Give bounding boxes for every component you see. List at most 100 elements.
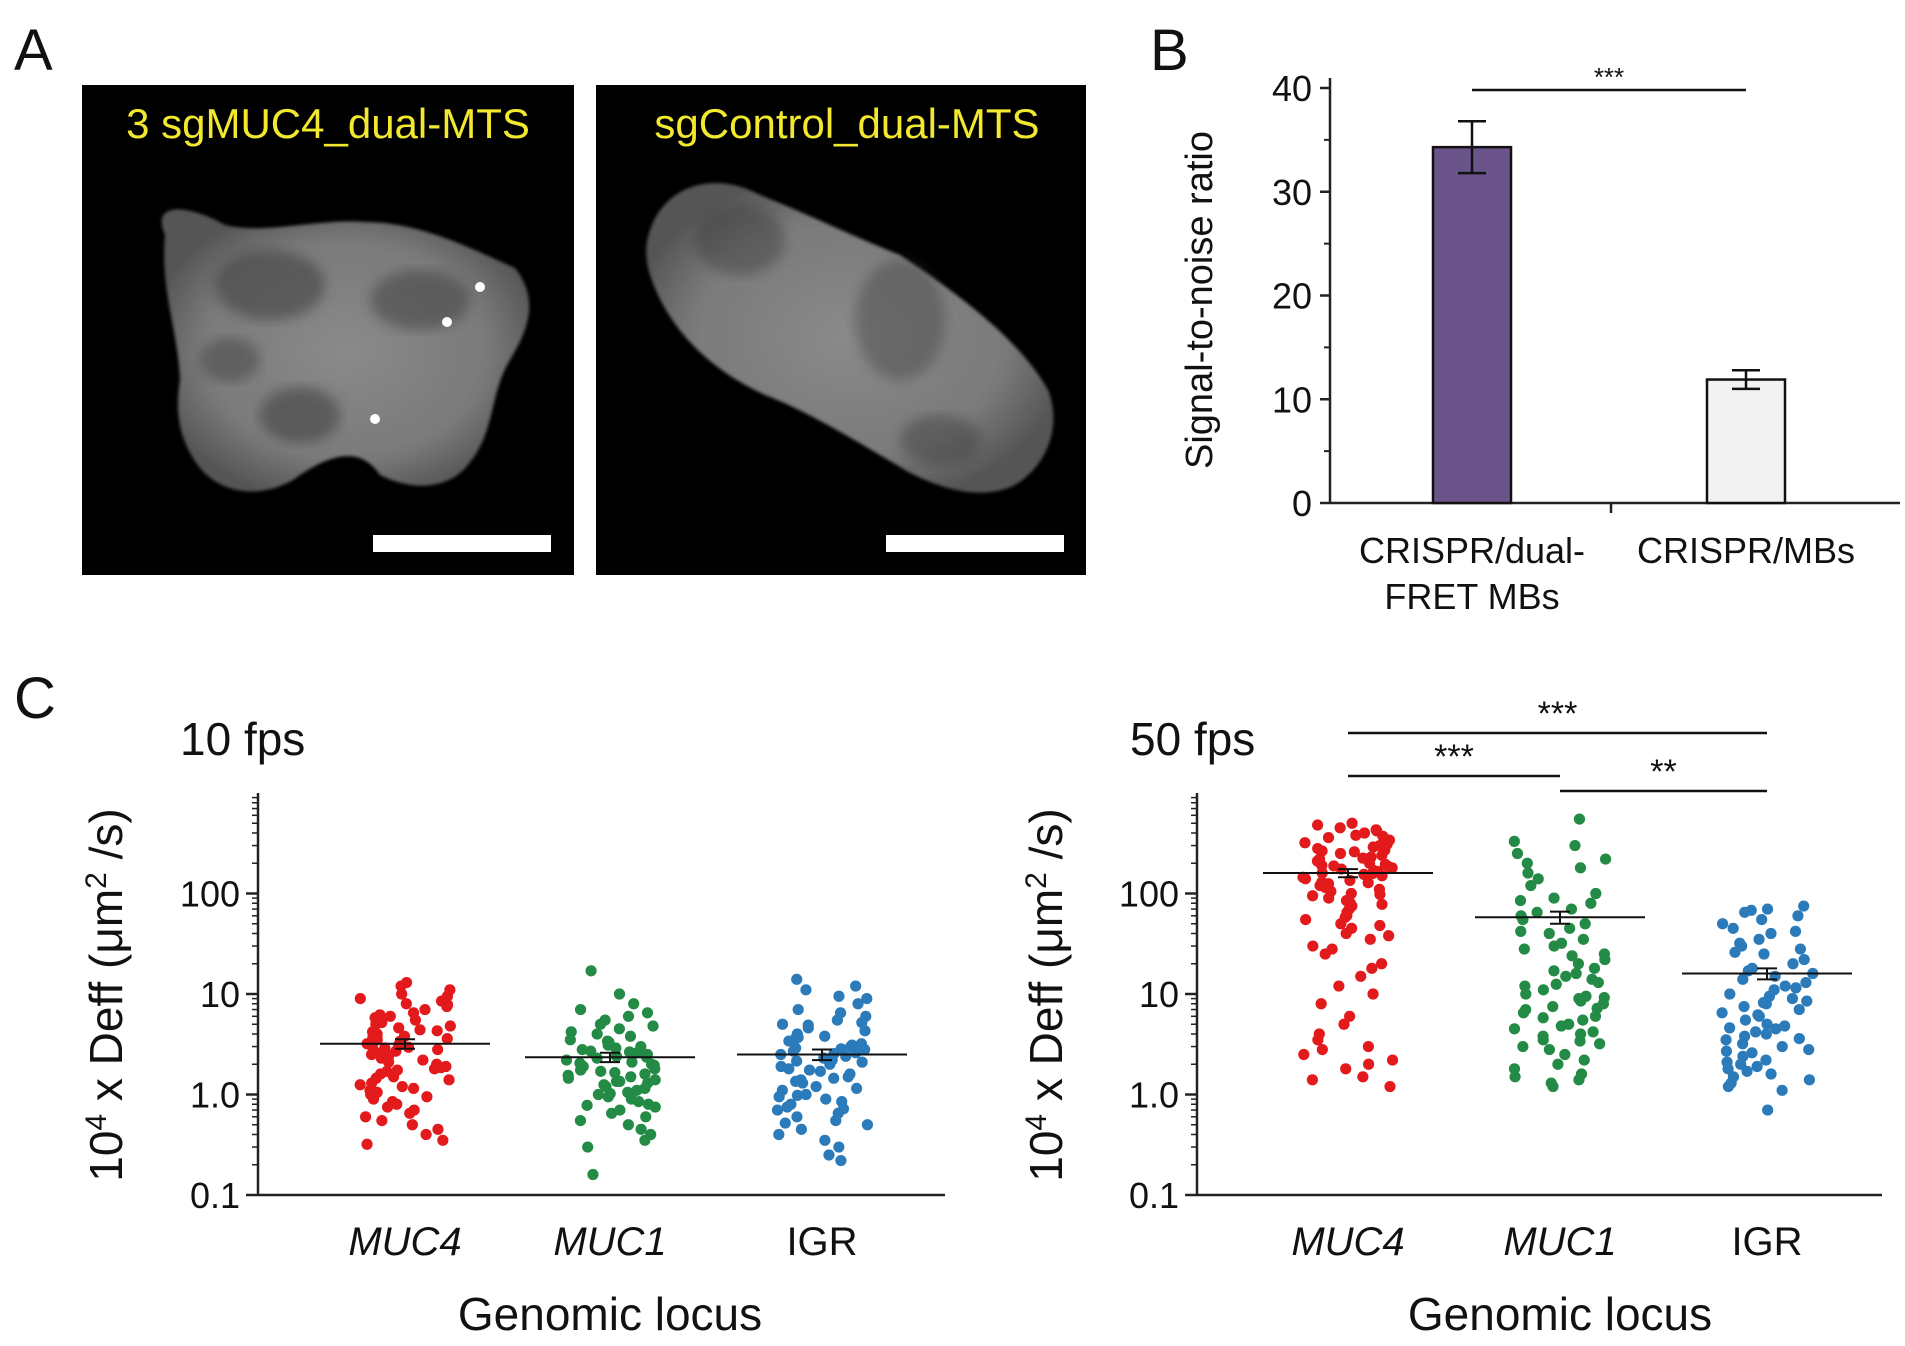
data-point [647, 1020, 659, 1032]
data-point [367, 1031, 379, 1043]
data-point [1312, 819, 1324, 831]
data-point [396, 988, 408, 1000]
data-point [443, 1074, 455, 1086]
data-point [354, 1079, 366, 1091]
data-point [1745, 904, 1757, 916]
x-tick-label: CRISPR/MBs [1637, 530, 1855, 571]
data-point [1594, 1038, 1606, 1050]
dark-region [260, 387, 340, 443]
data-point [1548, 965, 1560, 977]
x-axis-label: Genomic locus [458, 1288, 762, 1340]
data-point [359, 1111, 372, 1123]
data-point [1376, 870, 1388, 882]
data-point [1786, 992, 1799, 1005]
data-point [1346, 817, 1358, 829]
data-point [1746, 1047, 1758, 1059]
data-point [834, 1007, 847, 1019]
data-point [1358, 868, 1370, 880]
data-point [1338, 1018, 1350, 1030]
data-point [633, 1095, 645, 1108]
data-point [624, 1030, 637, 1042]
data-point [1326, 943, 1338, 955]
data-point [400, 998, 412, 1010]
data-point [1720, 1034, 1732, 1046]
data-point [795, 1123, 808, 1135]
x-tick-label: IGR [1731, 1220, 1802, 1264]
data-point [1386, 862, 1398, 874]
data-point [1328, 860, 1340, 872]
data-point [1299, 837, 1311, 849]
data-point [1752, 1009, 1764, 1021]
data-point [1362, 1040, 1374, 1053]
data-point [790, 1075, 802, 1088]
data-point [383, 1049, 395, 1061]
data-point [1761, 903, 1774, 915]
y-tick-label: 0.1 [1129, 1175, 1179, 1216]
bar-chart-snr: 0 10 20 30 40 Signal-to-noise ratio CRISPR/dua… [1179, 62, 1900, 617]
data-point [1577, 933, 1589, 945]
data-point [560, 1054, 573, 1066]
data-point [641, 1007, 654, 1019]
data-point [432, 1043, 444, 1056]
data-point [574, 1114, 587, 1127]
dark-region [695, 205, 785, 275]
data-point [800, 1088, 812, 1101]
data-point [1552, 1058, 1564, 1070]
data-point [361, 1138, 373, 1150]
x-axis-label: Genomic locus [1408, 1288, 1712, 1340]
y-axis-label: 104 x Deff (μm2 /s) [1020, 808, 1072, 1181]
data-point [814, 1065, 826, 1077]
micrograph-muc4-label: 3 sgMUC4_dual-MTS [126, 100, 530, 147]
data-point [582, 1141, 594, 1153]
data-point [1306, 1074, 1319, 1086]
data-point [1776, 1084, 1788, 1096]
data-point [835, 1043, 847, 1055]
data-point [441, 1032, 453, 1045]
data-point [781, 1101, 793, 1113]
data-point [610, 1075, 623, 1088]
x-tick-label: MUC4 [1291, 1220, 1404, 1264]
data-point [1364, 933, 1376, 945]
data-point [773, 1091, 785, 1103]
data-point [365, 1048, 378, 1061]
data-point [791, 1111, 803, 1123]
data-point [1367, 841, 1379, 853]
data-point [1599, 853, 1612, 865]
data-point [1543, 927, 1555, 940]
data-point [594, 1018, 607, 1030]
data-point [649, 1063, 661, 1075]
data-point [1737, 1038, 1749, 1050]
data-point [1787, 958, 1799, 970]
data-point [404, 1107, 416, 1119]
data-point [837, 1103, 850, 1115]
data-point [828, 1072, 840, 1084]
data-point [585, 965, 597, 977]
panel-b-letter: B [1150, 18, 1189, 83]
data-point [1716, 918, 1729, 930]
data-point [1376, 898, 1388, 910]
y-axis-label: 104 x Deff (μm2 /s) [80, 808, 132, 1181]
data-point [444, 1020, 456, 1032]
data-point [1357, 852, 1369, 864]
data-point [396, 1080, 408, 1093]
data-point [820, 1093, 832, 1105]
dark-region [900, 415, 980, 465]
data-point [842, 1071, 854, 1083]
data-point [1521, 857, 1533, 869]
data-point [823, 1149, 835, 1161]
data-point [1362, 1058, 1375, 1070]
x-tick-label: MUC4 [348, 1220, 461, 1264]
fluorescent-spot [370, 414, 380, 424]
data-point [851, 1082, 863, 1094]
data-point [1793, 1003, 1805, 1016]
y-tick-label: 0.1 [190, 1175, 240, 1216]
bar [1431, 145, 1513, 505]
data-point [1738, 1000, 1750, 1013]
data-point [432, 1123, 444, 1135]
scale-bar [373, 535, 551, 552]
data-point [354, 992, 366, 1005]
data-point [1559, 1048, 1571, 1061]
y-axis-label-superscript: 2 [80, 872, 113, 889]
data-point [1555, 937, 1568, 949]
data-point [1800, 976, 1812, 989]
